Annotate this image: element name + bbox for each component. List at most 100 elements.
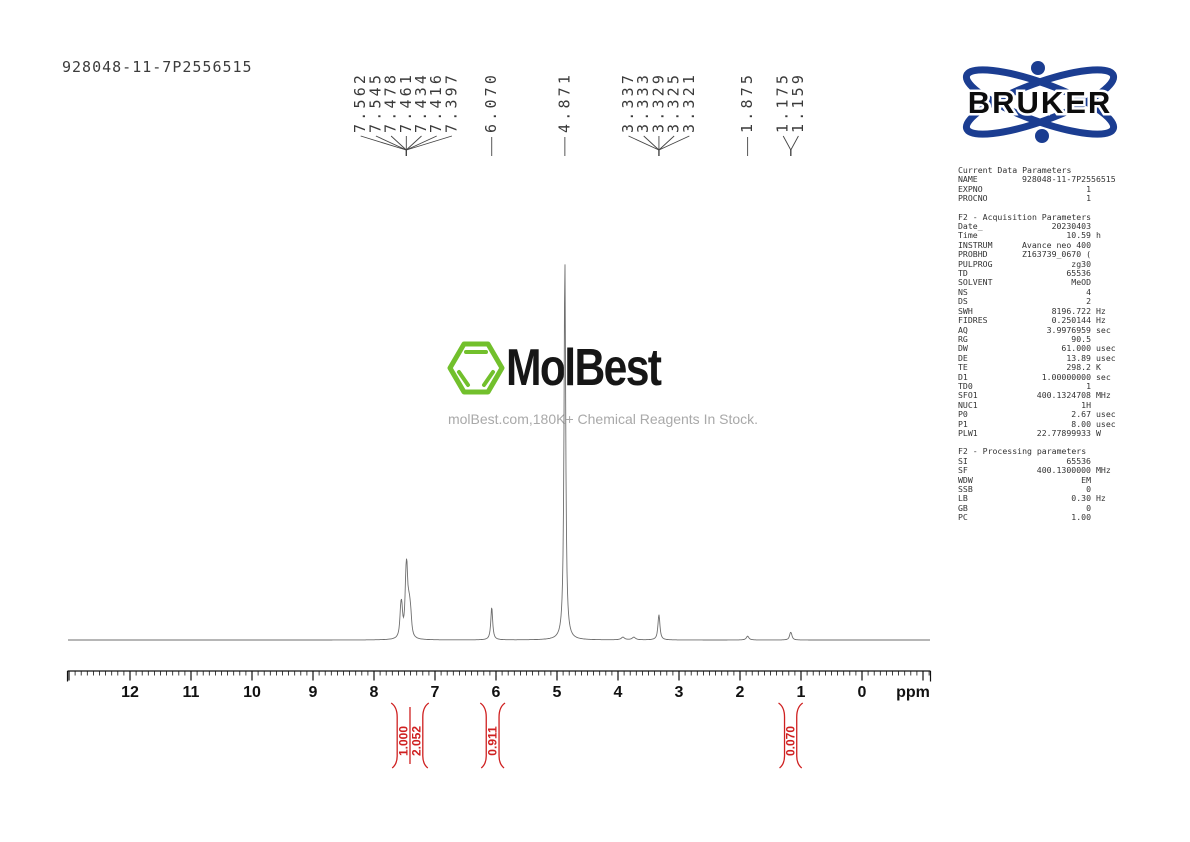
parameter-row: NAME 928048-11-7P2556515 bbox=[958, 174, 1163, 185]
x-axis-tick-label: 9 bbox=[309, 684, 318, 701]
parameter-value: 1 bbox=[1086, 380, 1091, 391]
orbit-ellipse bbox=[962, 66, 1118, 138]
parameter-label: DE bbox=[958, 352, 968, 363]
x-axis-tick-label: 11 bbox=[183, 684, 200, 701]
peak-label: 1.175 bbox=[774, 72, 792, 133]
parameter-row: SWH 8196.722 Hz bbox=[958, 305, 1163, 316]
parameter-value: 3.9976959 bbox=[1046, 324, 1091, 335]
integral-value: 2.052 bbox=[409, 726, 423, 756]
parameter-row: INSTRUM Avance neo 400 bbox=[958, 240, 1163, 250]
integral-value: 0.070 bbox=[784, 726, 798, 756]
bruker-orbits-icon bbox=[962, 61, 1118, 143]
peak-label: 3.333 bbox=[634, 72, 652, 133]
parameter-row: SSB 0 bbox=[958, 484, 1163, 494]
parameter-value: 8.00 bbox=[1071, 418, 1091, 429]
parameter-value: 8196.722 bbox=[1051, 305, 1091, 316]
peak-label: 7.545 bbox=[366, 72, 384, 133]
parameter-label: EXPNO bbox=[958, 183, 983, 194]
x-axis-tick-label: 10 bbox=[243, 684, 261, 701]
parameter-value: 1 bbox=[1086, 183, 1091, 194]
parameter-label: PROCNO bbox=[958, 193, 988, 204]
integral-value: 1.000 bbox=[397, 726, 411, 756]
parameter-value: 65536 bbox=[1066, 455, 1091, 466]
sample-id: 928048-11-7P2556515 bbox=[62, 58, 253, 76]
parameter-row: DE 13.89 usec bbox=[958, 352, 1163, 363]
peak-label-leader bbox=[782, 135, 792, 151]
parameter-label: P1 bbox=[958, 418, 968, 429]
parameter-unit: K bbox=[1096, 362, 1101, 373]
x-axis-tick-label: 3 bbox=[675, 684, 684, 701]
parameter-row: FIDRES 0.250144 Hz bbox=[958, 315, 1163, 326]
parameter-label: FIDRES bbox=[958, 315, 988, 326]
parameter-row: P0 2.67 usec bbox=[958, 409, 1163, 420]
parameter-value: 90.5 bbox=[1071, 333, 1091, 344]
parameter-value: 61.000 bbox=[1061, 343, 1091, 354]
parameter-unit: Hz bbox=[1096, 315, 1106, 326]
peak-label: 3.325 bbox=[665, 72, 683, 133]
parameter-row: SFO1 400.1324708 MHz bbox=[958, 390, 1163, 401]
parameter-row: SI 65536 bbox=[958, 455, 1163, 466]
parameter-label: AQ bbox=[958, 324, 968, 335]
parameter-row: PLW1 22.77899933 W bbox=[958, 428, 1163, 438]
parameter-label: SF bbox=[958, 465, 968, 476]
orbit-ellipse bbox=[962, 66, 1118, 138]
x-axis-tick-label: 6 bbox=[492, 684, 501, 701]
integral-bracket bbox=[390, 702, 398, 769]
peak-label-leader bbox=[628, 135, 660, 151]
parameter-row: NUC1 1H bbox=[958, 400, 1163, 410]
parameter-label: SFO1 bbox=[958, 390, 978, 401]
parameter-label: WDW bbox=[958, 474, 973, 485]
parameter-label: TD0 bbox=[958, 380, 973, 391]
x-axis-tick-label: 7 bbox=[431, 684, 440, 701]
peak-label-leader bbox=[405, 135, 422, 151]
peak-label-leader bbox=[406, 135, 437, 151]
parameter-unit: usec bbox=[1096, 418, 1116, 429]
parameter-unit: Hz bbox=[1096, 493, 1106, 504]
parameter-label: Date_ bbox=[958, 221, 983, 232]
parameter-row: P1 8.00 usec bbox=[958, 418, 1163, 429]
parameter-value: MeOD bbox=[1071, 277, 1091, 288]
bruker-wordmark: BRUKER bbox=[968, 85, 1113, 120]
peak-label-leader bbox=[406, 135, 453, 151]
peak-label: 7.434 bbox=[412, 72, 430, 133]
parameter-value: 20230403 bbox=[1051, 221, 1091, 232]
parameter-row: TD 65536 bbox=[958, 268, 1163, 278]
parameter-value: 2.67 bbox=[1071, 409, 1091, 420]
parameter-row: TD0 1 bbox=[958, 380, 1163, 391]
parameter-row: PC 1.00 bbox=[958, 512, 1163, 523]
parameter-unit: usec bbox=[1096, 409, 1116, 420]
parameter-value: 0.250144 bbox=[1051, 315, 1091, 326]
parameter-label: RG bbox=[958, 333, 968, 344]
parameter-unit: usec bbox=[1096, 352, 1116, 363]
parameter-unit: MHz bbox=[1096, 465, 1111, 476]
parameter-label: Time bbox=[958, 230, 978, 241]
parameter-value: 298.2 bbox=[1066, 362, 1091, 373]
parameter-label: DW bbox=[958, 343, 968, 354]
parameter-row: Date_ 20230403 bbox=[958, 221, 1163, 232]
parameter-label: D1 bbox=[958, 371, 968, 382]
parameter-row: TE 298.2 K bbox=[958, 362, 1163, 373]
parameter-row: SF 400.1300000 MHz bbox=[958, 465, 1163, 476]
parameter-section-title: F2 - Acquisition Parameters bbox=[958, 211, 1092, 222]
parameter-unit: MHz bbox=[1096, 390, 1111, 401]
peak-label: 7.397 bbox=[442, 72, 460, 133]
parameter-row: Time 10.59 h bbox=[958, 230, 1163, 241]
parameter-label: NS bbox=[958, 286, 968, 297]
parameter-value: 2 bbox=[1086, 296, 1091, 307]
parameter-label: SSB bbox=[958, 484, 973, 494]
parameter-row: PROCNO 1 bbox=[958, 193, 1163, 204]
watermark-tagline: molBest.com,180K+ Chemical Reagents In S… bbox=[447, 411, 759, 427]
peak-label: 3.321 bbox=[680, 72, 698, 133]
parameter-unit: h bbox=[1096, 230, 1101, 241]
parameter-value: zg30 bbox=[1071, 258, 1091, 269]
orbit-dot bbox=[1031, 61, 1045, 75]
parameter-value: 928048-11-7P2556515 bbox=[1022, 174, 1116, 185]
parameter-value: 400.1324708 bbox=[1036, 390, 1091, 401]
parameter-label: PC bbox=[958, 512, 968, 523]
spectrum-trace bbox=[68, 264, 930, 641]
benzene-hexagon-icon bbox=[447, 341, 505, 395]
bruker-logo: BRUKER bbox=[962, 61, 1118, 143]
x-axis-tick-label: 12 bbox=[121, 684, 139, 701]
parameter-unit: usec bbox=[1096, 343, 1116, 354]
peak-label-leader bbox=[375, 135, 407, 151]
